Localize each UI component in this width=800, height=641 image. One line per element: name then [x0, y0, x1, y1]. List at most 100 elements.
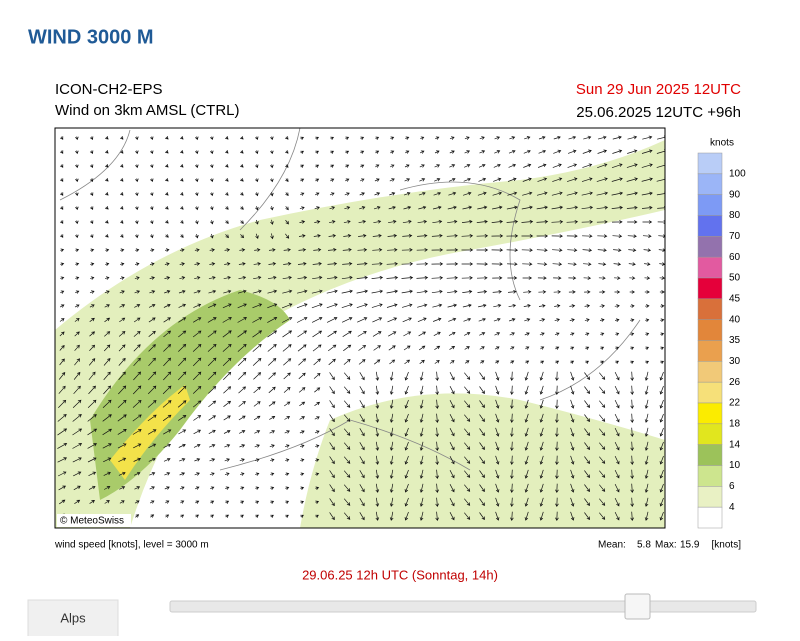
wind-arrow: [494, 332, 501, 336]
wind-arrow: [345, 136, 350, 140]
legend-label: 22: [729, 398, 741, 409]
wind-arrow: [599, 372, 606, 380]
wind-arrow: [659, 483, 664, 493]
wind-arrow: [446, 233, 458, 238]
wind-arrow: [584, 498, 591, 507]
wind-arrow: [491, 262, 503, 266]
wind-arrow: [629, 304, 635, 308]
wind-arrow: [492, 289, 502, 294]
wind-arrow: [389, 359, 396, 365]
slider-handle[interactable]: [624, 593, 651, 620]
wind-arrow: [479, 372, 485, 381]
wind-arrow: [644, 290, 650, 294]
wind-arrow: [524, 497, 529, 507]
wind-arrow: [642, 135, 653, 140]
wind-arrow: [285, 178, 289, 182]
wind-arrow: [539, 318, 546, 322]
wind-arrow: [90, 206, 94, 211]
wind-arrow: [268, 261, 277, 266]
wind-arrow: [240, 164, 244, 168]
wind-arrow: [194, 136, 199, 141]
wind-arrow: [162, 414, 172, 422]
wind-arrow: [194, 458, 201, 462]
wind-arrow: [630, 497, 635, 507]
wind-arrow: [329, 442, 335, 451]
wind-arrow: [192, 400, 202, 408]
wind-arrow: [614, 497, 620, 507]
wind-arrow: [240, 206, 244, 210]
wind-arrow: [626, 205, 638, 210]
wind-arrow: [434, 150, 440, 154]
wind-arrow: [493, 317, 501, 322]
wind-arrow: [360, 164, 365, 168]
wind-arrow: [255, 219, 259, 225]
wind-arrow: [599, 318, 605, 322]
wind-arrow: [343, 470, 351, 478]
wind-arrow: [210, 206, 214, 211]
wind-arrow: [179, 458, 186, 462]
wind-arrow: [613, 262, 622, 266]
wind-arrow: [431, 233, 443, 238]
legend-swatch: [697, 465, 723, 487]
wind-arrow: [448, 317, 457, 322]
wind-arrow: [404, 497, 409, 507]
wind-arrow: [73, 371, 81, 380]
wind-arrow: [613, 248, 622, 253]
wind-arrow: [209, 150, 214, 155]
wind-arrow: [612, 149, 623, 154]
wind-arrow: [315, 150, 319, 154]
wind-arrow: [611, 220, 623, 224]
wind-arrow: [360, 150, 365, 154]
wind-arrow: [374, 178, 380, 182]
wind-arrow: [479, 150, 486, 154]
wind-arrow: [359, 372, 365, 381]
wind-arrow: [285, 514, 289, 519]
wind-arrow: [538, 290, 547, 294]
wind-arrow: [103, 385, 112, 395]
region-button-label[interactable]: Alps: [60, 610, 86, 625]
wind-arrow: [570, 483, 575, 493]
wind-arrow: [147, 414, 157, 422]
wind-arrow: [656, 149, 665, 154]
wind-arrow: [464, 400, 471, 408]
wind-arrow: [525, 346, 530, 350]
wind-arrow: [600, 346, 605, 350]
wind-arrow: [178, 443, 186, 448]
wind-arrow: [240, 500, 245, 504]
wind-arrow: [584, 512, 591, 521]
wind-arrow: [435, 455, 440, 465]
wind-arrow: [432, 303, 443, 308]
wind-arrow: [300, 514, 304, 519]
wind-arrow: [431, 248, 444, 252]
wind-arrow: [373, 345, 381, 351]
wind-arrow: [224, 262, 231, 266]
wind-arrow: [314, 401, 321, 406]
wind-arrow: [195, 234, 199, 239]
wind-arrow: [252, 357, 262, 366]
wind-arrow: [417, 317, 427, 323]
wind-arrow: [326, 317, 338, 323]
wind-arrow: [539, 455, 544, 465]
wind-area: [110, 385, 190, 480]
border-line: [59, 128, 641, 471]
wind-arrow: [314, 206, 320, 210]
wind-arrow: [180, 220, 184, 224]
time-slider[interactable]: [169, 600, 757, 613]
wind-arrow: [435, 511, 440, 521]
wind-arrow: [510, 413, 514, 423]
wind-arrow: [120, 262, 125, 266]
wind-arrow: [208, 289, 217, 294]
wind-arrow: [267, 275, 277, 280]
wind-arrow: [630, 427, 635, 437]
wind-arrow: [404, 511, 409, 521]
wind-arrow: [270, 164, 274, 169]
wind-arrow: [210, 500, 215, 504]
wind-arrow: [208, 429, 216, 435]
wind-arrow: [419, 399, 424, 409]
wind-arrow: [179, 136, 184, 140]
wind-arrow: [582, 149, 592, 154]
wind-arrow: [119, 178, 124, 182]
wind-arrow: [328, 358, 336, 366]
wind-arrow: [389, 164, 395, 168]
wind-arrow: [434, 178, 441, 182]
